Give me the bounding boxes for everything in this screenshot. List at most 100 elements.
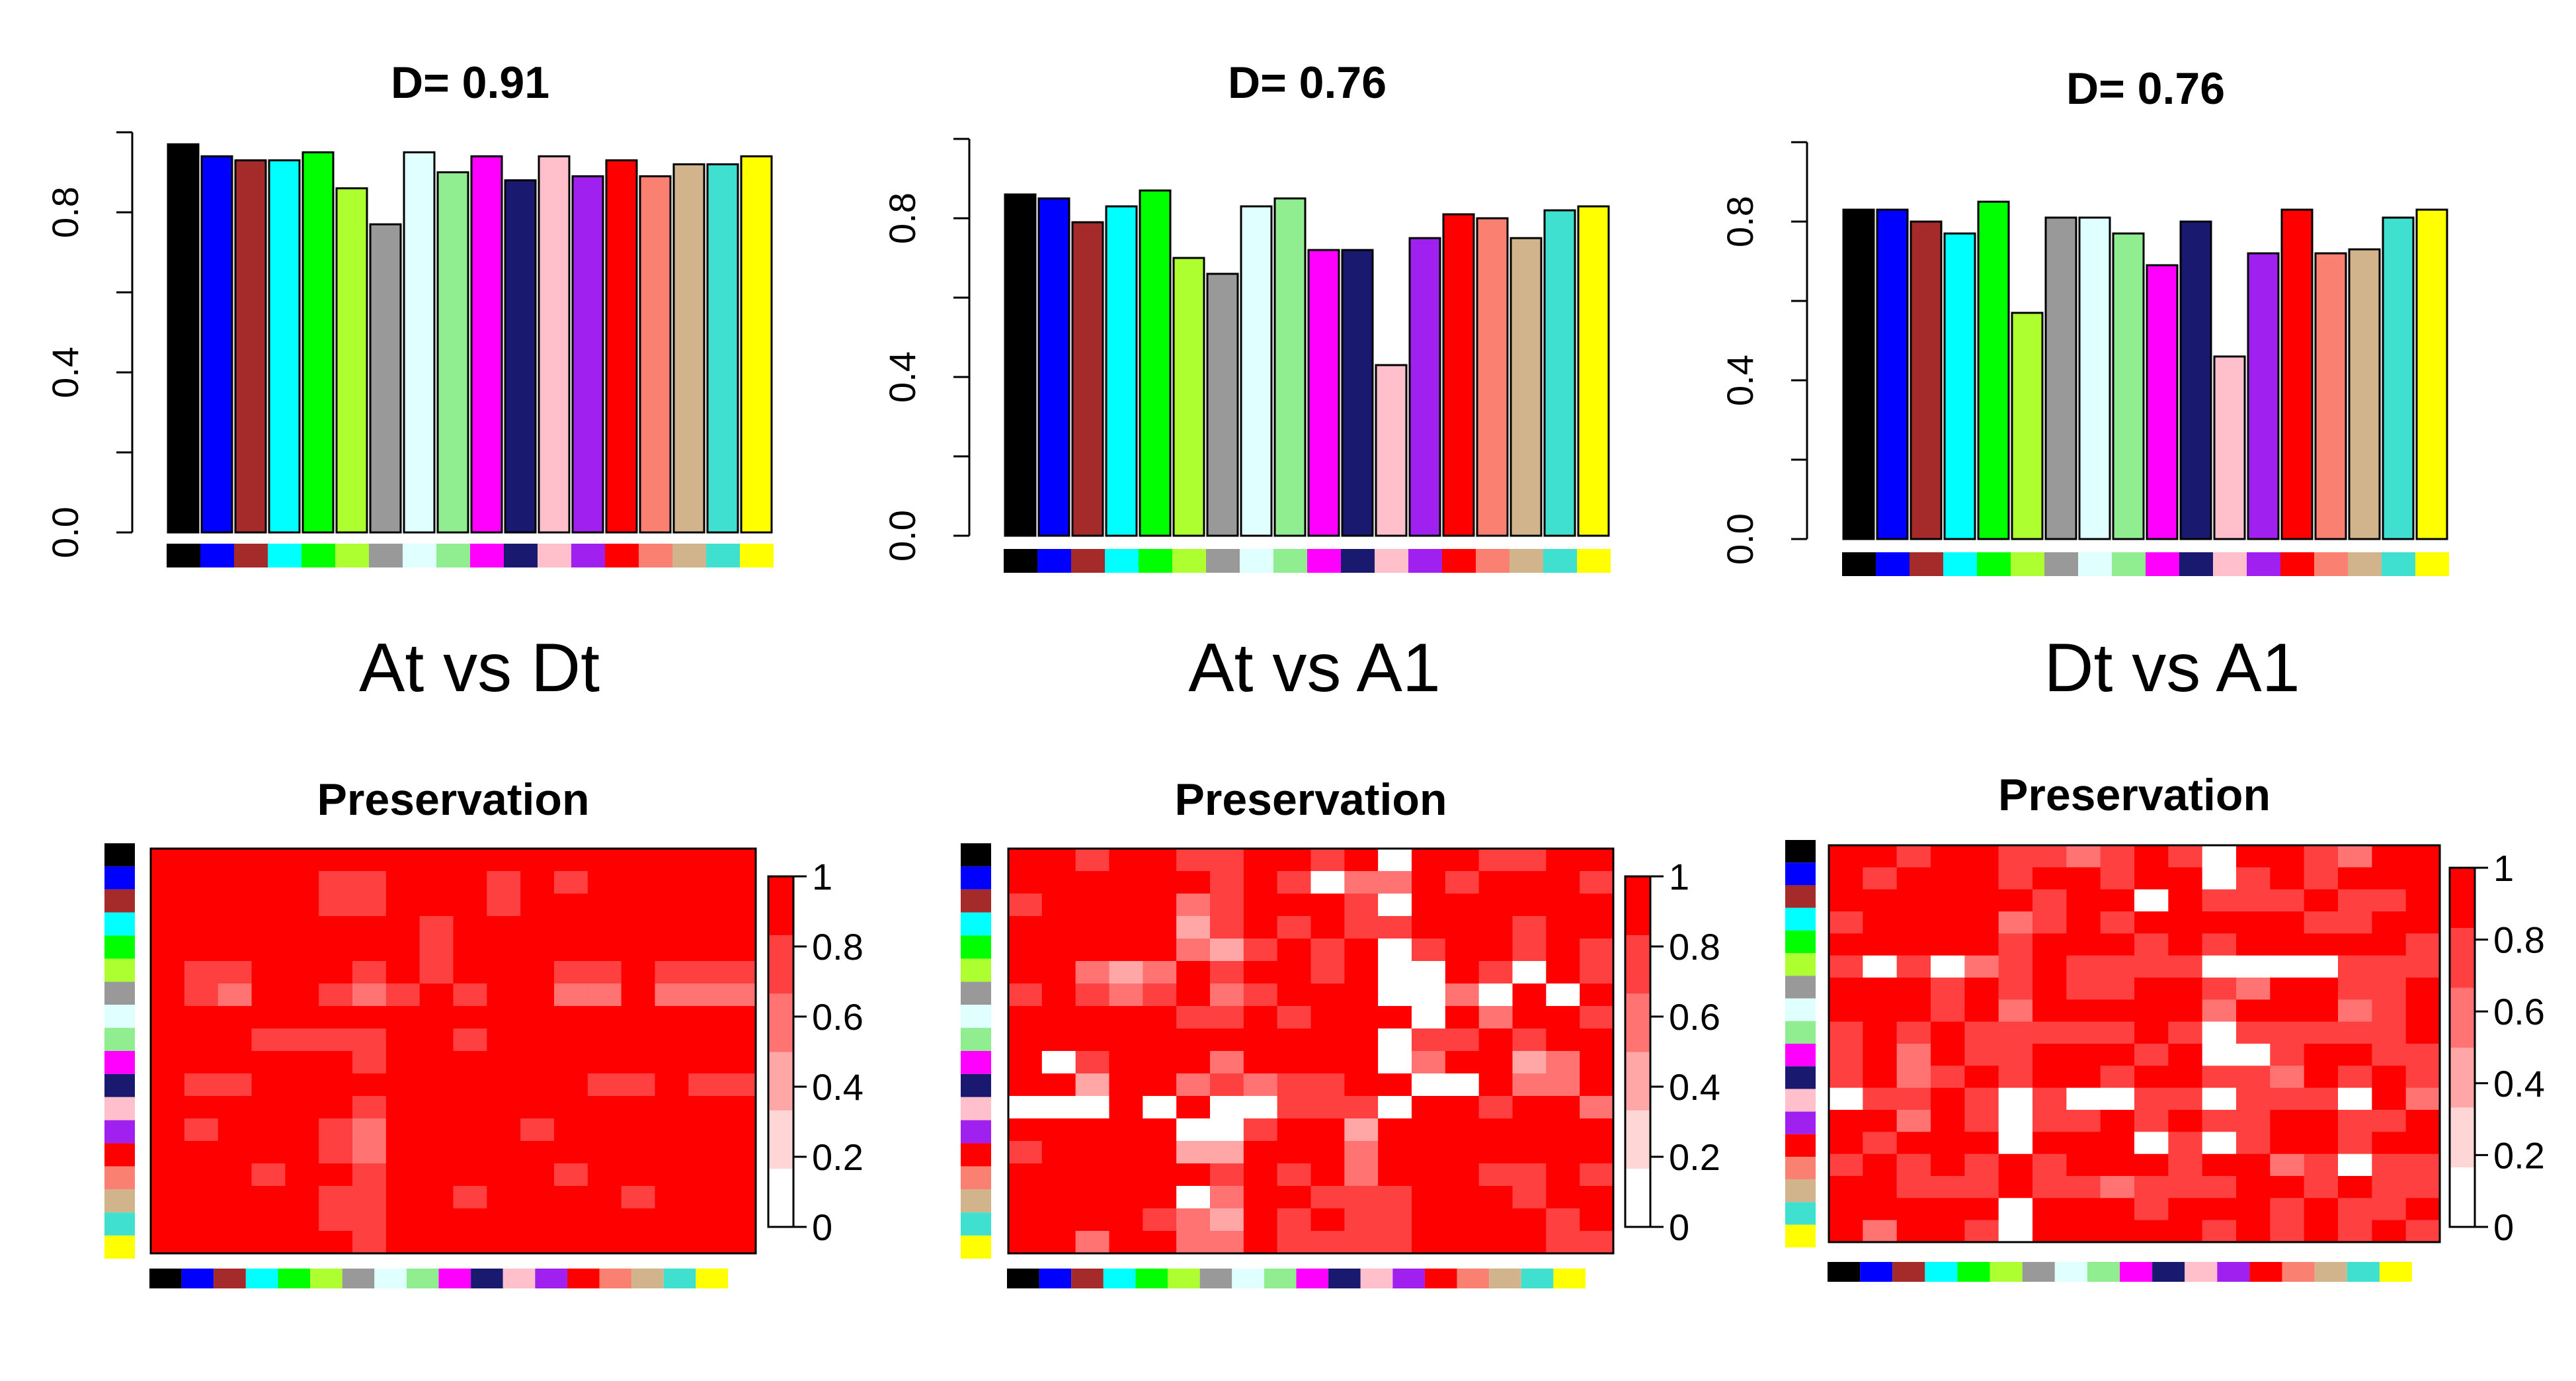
heatmap-cell [2338,1087,2372,1110]
heatmap-cell [2134,999,2169,1023]
legend-tick-label: 0.8 [2493,919,2545,961]
heatmap-cell [285,1141,319,1164]
module-color-swatch [1139,549,1172,573]
heatmap-cell [1445,894,1480,917]
heatmap-cell [1008,894,1043,917]
heatmap-cell [2100,1153,2135,1177]
heatmap-cell [453,1028,487,1052]
heatmap-cell [1277,1141,1312,1164]
module-color-swatch [104,1051,135,1074]
module-color-swatch [1785,840,1816,863]
module-color-swatch [961,912,991,936]
heatmap-cell [487,1163,521,1187]
heatmap-cell [1512,1028,1547,1052]
module-color-swatch [1360,1269,1393,1288]
heatmap-cell [1478,1231,1513,1254]
heatmap-cell [1863,1087,1898,1110]
heatmap-cell [1243,849,1278,872]
heatmap-cell [554,849,588,872]
heatmap-cell [319,916,353,939]
module-color-swatch [1240,549,1273,573]
heatmap-cell [1075,1028,1110,1052]
heatmap-cell [621,939,656,962]
heatmap-cell [1008,1073,1043,1097]
heatmap-cell [385,1231,421,1254]
module-color-swatch [631,1269,664,1288]
heatmap-cell [218,1073,253,1097]
heatmap-cell [1041,1163,1076,1187]
heatmap-cell [251,871,286,894]
heatmap-cell [1176,1118,1211,1142]
heatmap-cell [2270,889,2305,912]
module-color-swatch [1785,953,1816,976]
heatmap-cell [1109,939,1143,962]
heatmap-cell [184,1073,219,1097]
heatmap-cell [487,1118,521,1142]
heatmap-cell [2168,978,2203,1000]
legend-color-step [2450,1047,2475,1108]
heatmap-cell [1243,1006,1278,1029]
heatmap-cell [1445,983,1480,1007]
heatmap-cell [520,1073,555,1097]
heatmap-cell [1546,1096,1580,1119]
heatmap-cell [621,961,656,984]
heatmap-cell [1964,1021,1999,1044]
module-color-swatch [471,1269,503,1288]
heatmap-cell [2134,933,2169,956]
heatmap-cell [1210,871,1244,894]
heatmap-cell [218,1096,253,1119]
heatmap-cell [2338,1044,2372,1066]
bar [1240,205,1273,537]
heatmap-cell [2304,978,2339,1000]
heatmap-cell [1896,955,1931,978]
heatmap-cell [2304,1066,2339,1089]
heatmap-cell [419,1231,454,1254]
heatmap-cell [1896,911,1931,934]
heatmap-cell [520,849,555,872]
module-color-swatch [436,544,470,567]
heatmap-cell [2033,978,2067,1000]
heatmap-cell [2202,1132,2237,1155]
heatmap-cell [1580,1163,1614,1187]
module-color-swatch [374,1269,407,1288]
heatmap-cell [218,1231,253,1254]
heatmap-cell [1344,1141,1379,1164]
heatmap-cell [1546,1118,1580,1142]
heatmap-cell [520,1006,555,1029]
module-color-swatch [961,1120,991,1144]
heatmap-cell [2270,1087,2305,1110]
heatmap-cell [251,1208,286,1232]
heatmap-cell [1075,1096,1110,1119]
module-color-swatch [1785,1111,1816,1134]
module-color-swatch [961,935,991,959]
heatmap-cell [487,1006,521,1029]
module-color-swatch [2044,552,2078,576]
heatmap-cell [453,1051,487,1074]
heatmap-cell [2304,845,2339,868]
heatmap-cell [151,961,185,984]
heatmap-cell [319,1006,353,1029]
heatmap-cell [1512,983,1547,1007]
heatmap-cell [2100,1220,2135,1243]
heatmap-cell [1310,1141,1345,1164]
heatmap-cell [319,1163,353,1187]
heatmap-cell [1143,983,1177,1007]
heatmap-cell [2236,1021,2271,1044]
heatmap-cell [2304,1220,2339,1243]
heatmap-cell [1445,1006,1480,1029]
module-color-swatch [1489,1269,1521,1288]
heatmap-cell [1210,1141,1244,1164]
heatmap-cell [1277,894,1312,917]
heatmap-cell [2033,1220,2067,1243]
heatmap-cell [385,961,421,984]
heatmap-cell [1546,871,1580,894]
heatmap-cell [1310,1186,1345,1209]
heatmap-cell [1210,1073,1244,1097]
heatmap-cell [1580,1006,1614,1029]
heatmap-cell [1041,894,1076,917]
module-color-swatch [2314,552,2348,576]
heatmap-cell [184,916,219,939]
heatmap-cell [1378,1073,1412,1097]
bar [504,179,537,534]
heatmap-cell [184,961,219,984]
